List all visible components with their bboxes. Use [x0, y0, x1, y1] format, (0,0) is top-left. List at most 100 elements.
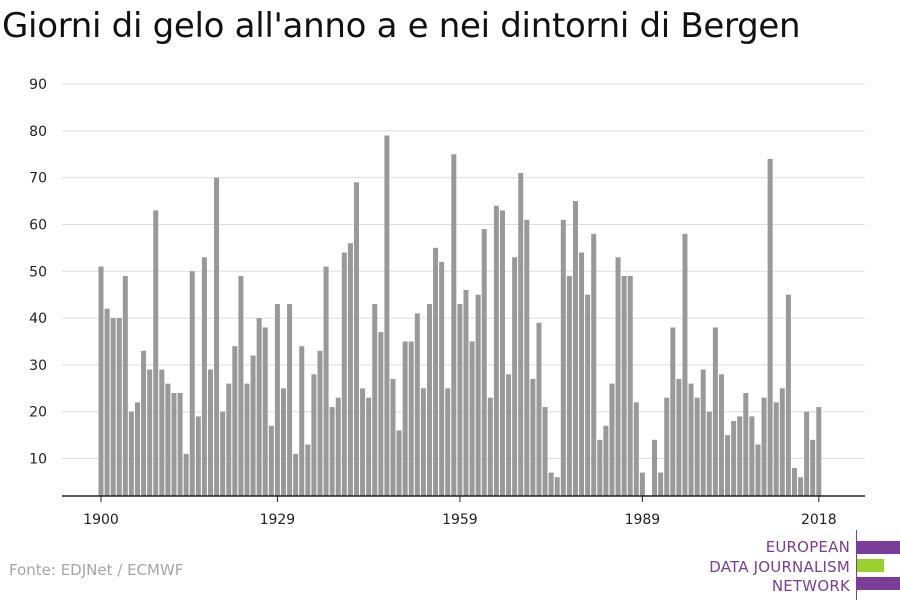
bar — [761, 397, 767, 496]
bar — [597, 439, 603, 496]
bar — [433, 247, 439, 496]
bar — [676, 378, 682, 496]
bar — [426, 304, 432, 496]
bar — [305, 444, 311, 496]
bar — [366, 397, 372, 496]
x-tick-label: 1959 — [442, 512, 478, 528]
bar — [207, 369, 213, 496]
bar — [445, 388, 451, 496]
bar — [280, 388, 286, 496]
bar — [579, 252, 585, 496]
bar — [493, 205, 499, 496]
logo-divider — [856, 530, 857, 600]
bar — [420, 388, 426, 496]
bar — [153, 210, 159, 496]
x-tick-label: 1929 — [260, 512, 296, 528]
bar — [737, 416, 743, 496]
logo-bar-top — [856, 541, 900, 554]
x-tick-label: 1989 — [625, 512, 661, 528]
bar — [396, 430, 402, 496]
bar — [609, 383, 615, 496]
bar — [177, 393, 183, 496]
bar — [785, 294, 791, 496]
bar — [712, 327, 718, 496]
bar — [274, 304, 280, 496]
bar — [670, 327, 676, 496]
bar — [463, 290, 469, 496]
bar — [664, 397, 670, 496]
bar — [122, 275, 128, 496]
bar — [603, 425, 609, 496]
bar — [360, 388, 366, 496]
bar — [311, 374, 317, 496]
bar — [214, 177, 220, 497]
y-tick-label: 60 — [29, 217, 47, 233]
y-tick-label: 90 — [29, 77, 47, 93]
bar — [110, 318, 116, 496]
bar — [384, 135, 390, 496]
bar — [299, 346, 305, 496]
bar — [627, 275, 633, 496]
chart-title: Giorni di gelo all'anno a e nei dintorni… — [2, 6, 801, 46]
bar — [408, 341, 414, 496]
logo-bar-bottom — [856, 577, 900, 590]
bar — [171, 393, 177, 496]
logo-line-1: EUROPEAN — [765, 538, 850, 556]
bar — [262, 327, 268, 496]
bar — [542, 407, 548, 496]
logo-line-3: NETWORK — [771, 577, 850, 595]
bar — [688, 383, 694, 496]
bar — [183, 453, 189, 496]
bar — [743, 393, 749, 496]
bar — [353, 182, 359, 496]
bar — [791, 467, 797, 496]
bar — [256, 318, 262, 496]
edjnet-logo: EUROPEAN DATA JOURNALISM NETWORK — [700, 530, 900, 600]
bar — [621, 275, 627, 496]
bar — [134, 402, 140, 496]
bar — [779, 388, 785, 496]
bar — [287, 304, 293, 496]
bar — [469, 341, 475, 496]
bar — [652, 439, 658, 496]
bar — [506, 374, 512, 496]
bar — [329, 407, 335, 496]
bar — [165, 383, 171, 496]
bar — [128, 411, 134, 496]
bar — [475, 294, 481, 496]
bar — [530, 378, 536, 496]
bar — [104, 308, 110, 496]
bar — [238, 275, 244, 496]
bar — [147, 369, 153, 496]
bar — [700, 369, 706, 496]
bar — [536, 322, 542, 496]
bar — [195, 416, 201, 496]
bar — [548, 472, 554, 496]
bars — [98, 135, 822, 497]
bar — [615, 257, 621, 496]
y-tick-label: 50 — [29, 264, 47, 280]
bar — [250, 355, 256, 496]
bar — [572, 201, 578, 496]
bar — [378, 332, 384, 496]
bar — [585, 294, 591, 496]
bar — [232, 346, 238, 496]
bar — [189, 271, 195, 496]
y-axis-ticks: 10 20 30 40 50 60 70 80 90 — [29, 77, 47, 468]
y-tick-label: 80 — [29, 124, 47, 140]
bar — [810, 439, 816, 496]
bar — [335, 397, 341, 496]
bar — [220, 411, 226, 496]
bar — [816, 407, 822, 496]
bar — [414, 313, 420, 496]
bar — [767, 158, 773, 496]
bar — [226, 383, 232, 496]
bar — [499, 210, 505, 496]
bar — [159, 369, 165, 496]
bar — [718, 374, 724, 496]
bar — [116, 318, 122, 496]
bar — [591, 233, 597, 496]
bar — [566, 275, 572, 496]
bar — [518, 172, 524, 497]
